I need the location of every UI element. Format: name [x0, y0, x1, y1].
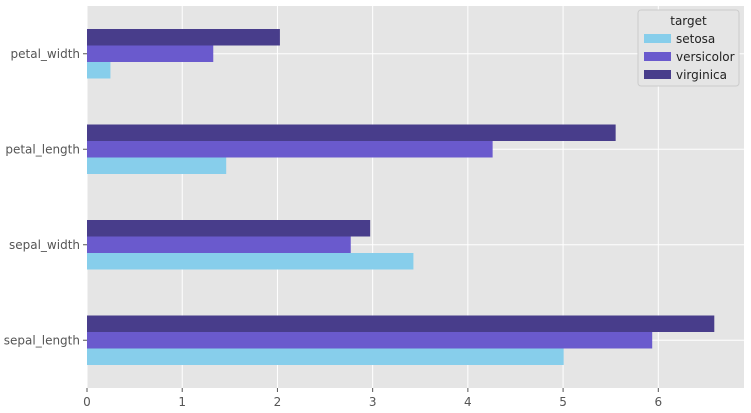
bar-virginica-sepal_length	[87, 315, 715, 332]
legend-label-versicolor: versicolor	[676, 50, 735, 64]
legend-swatch-versicolor	[644, 52, 671, 61]
bar-virginica-petal_length	[87, 124, 616, 141]
x-tick-label: 6	[654, 395, 662, 409]
legend-title: target	[670, 14, 707, 28]
y-tick-label-sepal_width: sepal_width	[9, 238, 80, 252]
axes: 0 1 2 3 4 5 6 sepal_length sepal_width petal_leng…	[4, 47, 662, 409]
x-tick-label: 5	[559, 395, 567, 409]
x-tick-label: 3	[369, 395, 377, 409]
bar-versicolor-sepal_width	[87, 236, 351, 253]
y-tick-label-petal_width: petal_width	[11, 47, 80, 61]
legend-label-setosa: setosa	[676, 32, 715, 46]
bar-setosa-petal_width	[87, 62, 111, 79]
legend-swatch-setosa	[644, 34, 671, 43]
legend: target setosa versicolor virginica	[637, 9, 740, 87]
bar-setosa-sepal_width	[87, 253, 414, 270]
bars	[87, 29, 715, 365]
x-tick-label: 2	[274, 395, 282, 409]
legend-items: setosa versicolor virginica	[644, 32, 735, 82]
bar-setosa-sepal_length	[87, 348, 564, 365]
bar-virginica-sepal_width	[87, 220, 371, 237]
legend-label-virginica: virginica	[676, 68, 727, 82]
bar-virginica-petal_width	[87, 29, 280, 46]
x-tick-label: 1	[178, 395, 186, 409]
x-tick-label: 0	[83, 395, 91, 409]
y-tick-label-petal_length: petal_length	[5, 142, 80, 156]
legend-swatch-virginica	[644, 70, 671, 79]
bar-versicolor-petal_length	[87, 141, 493, 158]
legend-box	[637, 9, 740, 87]
bar-versicolor-sepal_length	[87, 332, 653, 349]
y-tick-label-sepal_length: sepal_length	[4, 333, 80, 347]
x-tick-label: 4	[464, 395, 472, 409]
bar-versicolor-petal_width	[87, 45, 214, 62]
bar-setosa-petal_length	[87, 157, 227, 174]
